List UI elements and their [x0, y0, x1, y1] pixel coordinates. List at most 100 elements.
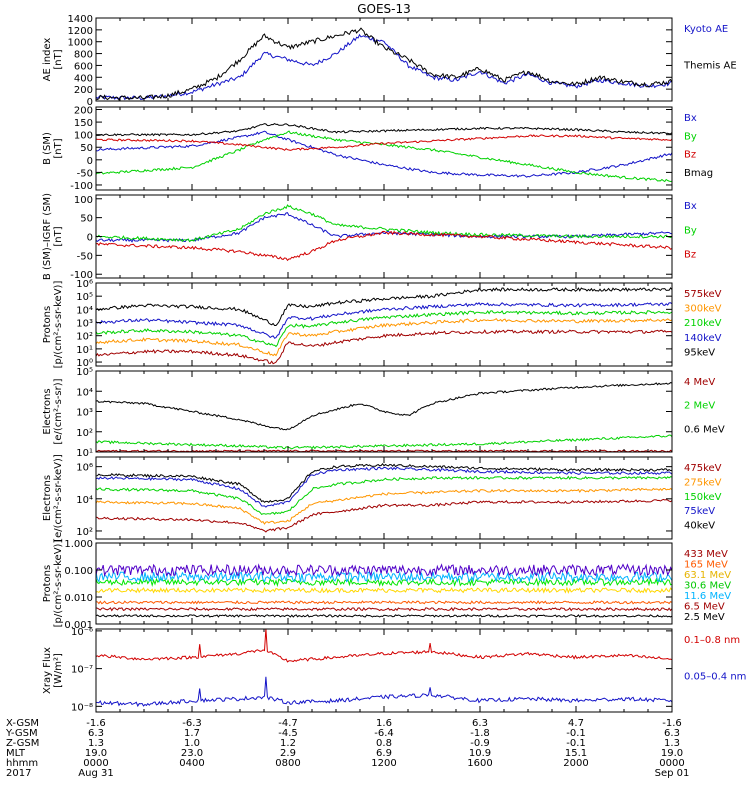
y-tick-label: 100	[74, 195, 93, 206]
y-tick-label: 10⁵	[76, 367, 93, 378]
y-axis-label: B (SM)	[42, 132, 53, 165]
y-axis-label: Protons	[42, 306, 53, 343]
legend-label: 300keV	[684, 304, 722, 315]
legend-label: By	[684, 131, 697, 142]
series-line-433-mev	[96, 563, 672, 578]
y-tick-label: -50	[77, 168, 93, 179]
series-line-0-6-mev	[96, 382, 672, 431]
legend-label: 0.6 MeV	[684, 424, 725, 435]
panel-series	[96, 629, 672, 708]
axis-value: -1.6	[86, 718, 106, 729]
axis-value: 1.6	[376, 718, 392, 729]
series-line-6-5-mev	[96, 606, 672, 612]
axis-value: -6.3	[182, 718, 202, 729]
series-line-bx	[96, 212, 672, 243]
axis-value: -0.9	[470, 738, 490, 749]
legend-label: 140keV	[684, 333, 722, 344]
axis-value: -4.5	[278, 728, 298, 739]
series-line-2-5-mev	[96, 614, 672, 618]
series-line-575kev	[96, 329, 672, 365]
axis-value: Sep 01	[655, 768, 690, 779]
y-tick-label: -100	[70, 270, 93, 281]
legend-label: 4 MeV	[684, 377, 715, 388]
orbit-time-axis: X-GSMY-GSMZ-GSMMLThhmm2017-1.66.31.319.0…	[5, 718, 689, 779]
y-tick-label: 0.001	[64, 620, 93, 631]
panel-series	[96, 123, 672, 183]
y-axis-label: [nT]	[53, 49, 64, 69]
panel-series	[96, 563, 672, 618]
panel-series	[96, 287, 672, 365]
axis-value: 2000	[563, 758, 588, 769]
axis-value: -6.4	[374, 728, 394, 739]
legend-label: 30.6 MeV	[684, 581, 731, 592]
y-axis-label: Protons	[42, 565, 53, 602]
legend-label: 275keV	[684, 477, 722, 488]
y-axis-label: [e/(cm²-s-sr-keV)]	[53, 454, 64, 542]
series-line-275kev	[96, 487, 672, 525]
y-tick-label: -100	[70, 181, 93, 192]
axis-value: 4.7	[568, 718, 584, 729]
series-line-11-6-mev	[96, 600, 672, 605]
y-tick-label: 10²	[76, 332, 93, 343]
y-axis-label: B (SM)–IGRF (SM)	[42, 193, 53, 280]
panel-frame	[95, 456, 673, 540]
y-tick-label: -50	[77, 251, 93, 262]
series-line-bz	[96, 134, 672, 151]
y-tick-label: 800	[74, 50, 93, 61]
axis-value: 6.9	[376, 748, 392, 759]
axis-value: Aug 31	[78, 768, 113, 779]
panel-bdiff: 100 50 0 -50 -100 B (SM)–IGRF (SM) [nT] Bx By Bz	[42, 193, 697, 281]
legend-label: 40keV	[684, 521, 715, 532]
axis-value: 19.0	[661, 748, 683, 759]
y-axis-label: [W/m²]	[53, 653, 64, 688]
series-line-140kev	[96, 302, 672, 339]
axis-value: 23.0	[181, 748, 203, 759]
y-tick-label: 400	[74, 73, 93, 84]
series-line-2-mev	[96, 434, 672, 450]
series-line-kyoto-ae	[96, 33, 672, 101]
axis-value: 6.3	[664, 728, 680, 739]
y-tick-label: 1.000	[64, 539, 93, 550]
axis-value: 2.9	[280, 748, 296, 759]
legend-label: 150keV	[684, 492, 722, 503]
legend-label: 95keV	[684, 347, 715, 358]
legend-label: Bx	[684, 113, 697, 124]
axis-value: -4.7	[278, 718, 298, 729]
series-line-bx	[96, 130, 672, 178]
y-tick-label: 10³	[76, 408, 93, 419]
panel-series	[96, 462, 672, 533]
axis-value: 0400	[179, 758, 204, 769]
y-tick-label: 10⁻⁸	[71, 702, 93, 713]
y-axis-label: AE index	[42, 38, 53, 82]
y-tick-label: 10⁻⁶	[71, 627, 93, 638]
panel-xray: 10⁻⁶ 10⁻⁷ 10⁻⁸ Xray Flux [W/m²] 0.1–0.8 nm 0.0…	[42, 627, 746, 713]
legend-label: 0.1–0.8 nm	[684, 635, 740, 646]
y-tick-label: 1200	[68, 26, 93, 37]
legend-label: 210keV	[684, 318, 722, 329]
row-label: 2017	[6, 768, 31, 779]
axis-value: 6.3	[472, 718, 488, 729]
row-label: X-GSM	[6, 718, 39, 729]
panel-protons_low: 10⁶ 10⁵ 10⁴ 10³ 10² 10¹ 10⁰ Protons [p/(cm²-s-sr…	[42, 279, 722, 369]
legend-label: Themis AE	[683, 61, 737, 72]
series-line-300kev	[96, 318, 672, 357]
axis-value: 1200	[371, 758, 396, 769]
panel-protons_high: 1.000 0.100 0.010 0.001 Protons [p/(cm²-s-sr-…	[42, 539, 731, 631]
axis-value: 1.3	[88, 738, 104, 749]
legend-label: 433 MeV	[684, 549, 728, 560]
legend-label: 75keV	[684, 506, 715, 517]
axis-value: 1.0	[184, 738, 200, 749]
y-tick-label: 50	[80, 214, 93, 225]
y-tick-label: 0.100	[64, 566, 93, 577]
y-axis-label: Xray Flux	[42, 647, 53, 694]
y-tick-label: 1400	[68, 14, 93, 25]
series-line-0-05-0-4-nm	[96, 676, 672, 708]
legend-label: 165 MeV	[684, 560, 728, 571]
axis-value: 10.9	[469, 748, 491, 759]
legend-label: 2.5 MeV	[684, 612, 725, 623]
series-line-165-mev	[96, 570, 672, 584]
legend-label: 575keV	[684, 289, 722, 300]
panel-series	[96, 204, 672, 262]
y-tick-label: 10¹	[76, 345, 93, 356]
